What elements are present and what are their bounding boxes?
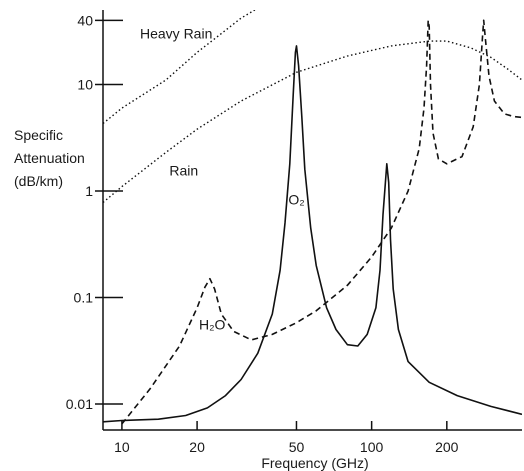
y-tick-label-4: 40	[77, 12, 93, 28]
chart-axis-labels: Specific Attenuation (dB/km) Frequency (…	[14, 127, 369, 471]
y-tick-label-2: 1	[85, 183, 93, 199]
x-axis-label: Frequency (GHz)	[261, 455, 368, 471]
series-rain-line	[103, 40, 522, 204]
x-tick-label-2: 50	[289, 439, 305, 455]
x-tick-label-3: 100	[360, 439, 384, 455]
y-axis-label-line-3: (dB/km)	[14, 173, 63, 189]
chart-annotations: Heavy Rain Rain O₂ H₂O	[140, 26, 305, 333]
annotation-1: Rain	[169, 162, 198, 178]
x-tick-label-1: 20	[189, 439, 205, 455]
y-axis-label-line-2: Attenuation	[14, 150, 85, 166]
series-dashed-1-line	[121, 19, 522, 425]
y-axis-label-line-1: Specific	[14, 127, 63, 143]
chart-ticks: 10 20 50 100 200 0.01 0.1 1 10 40	[66, 12, 459, 455]
chart-axes	[102, 10, 522, 431]
series-heavy-rain-line	[103, 10, 257, 125]
y-tick-label-1: 0.1	[74, 290, 94, 306]
y-tick-label-3: 10	[77, 77, 93, 93]
y-tick-label-0: 0.01	[66, 396, 93, 412]
chart-series-group	[103, 10, 522, 425]
x-tick-label-4: 200	[435, 439, 459, 455]
annotation-2: O₂	[288, 191, 304, 207]
annotation-3: H₂O	[199, 317, 226, 333]
x-tick-label-0: 10	[114, 439, 130, 455]
annotation-0: Heavy Rain	[140, 26, 212, 42]
series-solid-0-line	[103, 45, 522, 423]
